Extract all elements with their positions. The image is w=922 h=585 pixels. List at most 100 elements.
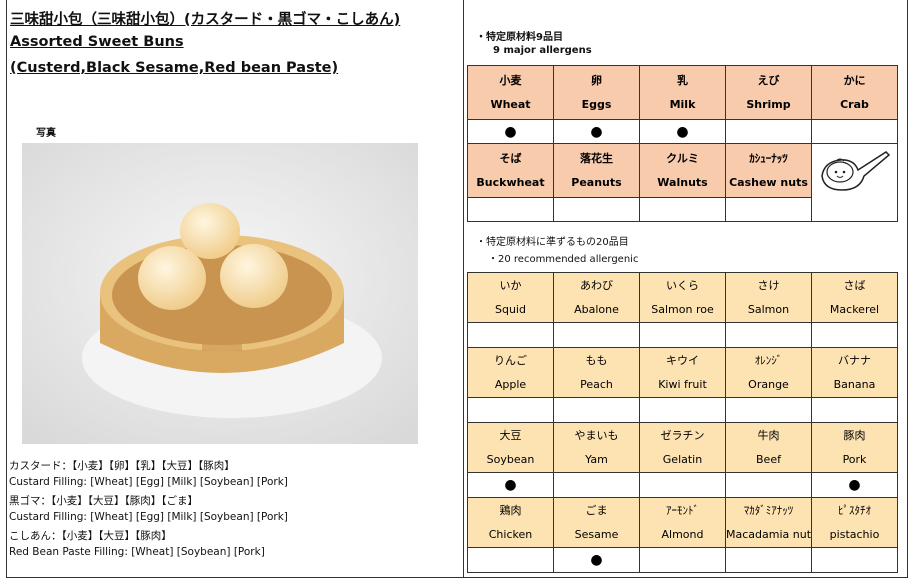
- allergen-cell: いか Squid: [467, 272, 554, 323]
- mark-cell: ●: [639, 119, 726, 144]
- ingredient-line: Custard Filling: [Wheat] [Egg] [Milk] [S…: [9, 475, 288, 488]
- mark-cell: [467, 397, 554, 423]
- mark-cell: [725, 322, 812, 348]
- allergen-cell: そば Buckwheat: [467, 143, 554, 198]
- ingredient-line: Custard Filling: [Wheat] [Egg] [Milk] [S…: [9, 510, 288, 523]
- allergen-cell: 大豆 Soybean: [467, 422, 554, 473]
- allergen-jp: 落花生: [580, 151, 613, 165]
- allergen-cell: バナナ Banana: [811, 347, 898, 398]
- allergen-jp: やまいも: [574, 428, 619, 442]
- allergen-jp: 乳: [677, 73, 688, 87]
- allergen-cell: 鶏肉 Chicken: [467, 497, 554, 548]
- allergen-jp: りんご: [494, 353, 527, 367]
- allergen-cell: ｶｼｭｰﾅｯﾂ Cashew nuts: [725, 143, 812, 198]
- allergen-en: Almond: [661, 527, 704, 541]
- mark-row: ●: [467, 547, 898, 573]
- ingredient-line: Red Bean Paste Filling: [Wheat] [Soybean…: [9, 545, 265, 558]
- allergen-cell: ゼラチン Gelatin: [639, 422, 726, 473]
- mark-row: [467, 322, 898, 348]
- mark-cell: [639, 397, 726, 423]
- allergen-jp: ゼラチン: [660, 428, 705, 442]
- mark-cell: [553, 197, 640, 222]
- allergen-cell: キウイ Kiwi fruit: [639, 347, 726, 398]
- header-row: そば Buckwheat 落花生 Peanuts クルミ Walnuts ｶｼｭｰﾅｯﾂ Ca…: [467, 143, 898, 222]
- allergen-en: Apple: [494, 377, 527, 391]
- allergen-cell: もも Peach: [553, 347, 640, 398]
- allergen-cell: 牛肉 Beef: [725, 422, 812, 473]
- allergen-jp: ﾋﾟｽﾀﾁｵ: [838, 503, 871, 517]
- allergen-en: Salmon: [747, 302, 790, 316]
- divider: [463, 0, 464, 578]
- allergen-cell: やまいも Yam: [553, 422, 640, 473]
- photo: [22, 143, 418, 444]
- allergen-en: Gelatin: [662, 452, 703, 466]
- mark-cell: [811, 119, 898, 144]
- mark-row: ● ●: [467, 472, 898, 498]
- mark-cell: [725, 119, 812, 144]
- ingredient-line: カスタード：【小麦】【卵】【乳】【大豆】【豚肉】: [9, 460, 235, 472]
- mark-cell: [467, 197, 554, 222]
- ingredient-line: 黒ゴマ：【小麦】【大豆】【豚肉】【ごま】: [9, 495, 198, 507]
- mark-row: [467, 397, 898, 423]
- allergen-cell: 乳 Milk: [639, 65, 726, 120]
- major-heading: 9 major allergens: [493, 45, 592, 56]
- header-row: 小麦 Wheat 卵 Eggs 乳 Milk えび Shrimp かに Crab: [467, 65, 898, 120]
- allergen-en: Soybean: [486, 452, 535, 466]
- allergen-cell: 落花生 Peanuts: [553, 143, 640, 198]
- header-row: 大豆 Soybean やまいも Yam ゼラチン Gelatin 牛肉 Beef 豚肉 Pork: [467, 422, 898, 473]
- allergen-jp: 鶏肉: [499, 503, 522, 517]
- allergen-en: Kiwi fruit: [658, 377, 707, 391]
- allergen-jp: クルミ: [666, 151, 699, 165]
- allergen-en: Yam: [585, 452, 608, 466]
- allergen-jp: ｱｰﾓﾝﾄﾞ: [666, 503, 699, 517]
- allergen-jp: いか: [499, 278, 522, 292]
- title-en: (Custerd,Black Sesame,Red bean Paste): [10, 60, 339, 76]
- ingredient-line: こしあん：【小麦】【大豆】【豚肉】: [9, 530, 172, 542]
- allergen-en: Cashew nuts: [729, 175, 808, 189]
- mark-cell: [639, 322, 726, 348]
- mark-cell: [725, 547, 812, 573]
- mark: ●: [504, 477, 517, 493]
- allergen-en: Mackerel: [829, 302, 880, 316]
- allergen-jp: そば: [499, 151, 522, 165]
- allergen-en: Buckwheat: [476, 175, 545, 189]
- title-en: Assorted Sweet Buns: [10, 34, 184, 50]
- header-row: いか Squid あわび Abalone いくら Salmon roe さけ Salmon さば…: [467, 272, 898, 323]
- mark-cell: [553, 322, 640, 348]
- allergen-jp: 豚肉: [843, 428, 866, 442]
- frame: [6, 0, 908, 578]
- allergen-en: Banana: [833, 377, 876, 391]
- allergen-cell: 豚肉 Pork: [811, 422, 898, 473]
- allergen-en: Crab: [840, 97, 869, 111]
- allergen-jp: さけ: [757, 278, 780, 292]
- mark-cell: [553, 472, 640, 498]
- header-row: りんご Apple もも Peach キウイ Kiwi fruit ｵﾚﾝｼﾞ Orange バ…: [467, 347, 898, 398]
- allergen-cell: かに Crab: [811, 65, 898, 120]
- allergen-jp: 大豆: [499, 428, 522, 442]
- mark-cell: [639, 472, 726, 498]
- rec-heading: ・20 recommended allergenic: [488, 254, 639, 265]
- mark-cell: [811, 547, 898, 573]
- allergen-cell: ｵﾚﾝｼﾞ Orange: [725, 347, 812, 398]
- allergen-jp: キウイ: [666, 353, 699, 367]
- mark-cell: ●: [553, 119, 640, 144]
- allergen-jp: 牛肉: [757, 428, 780, 442]
- mark: ●: [848, 477, 861, 493]
- allergen-en: Milk: [669, 97, 696, 111]
- major-heading: ・特定原材料9品目: [476, 32, 563, 43]
- allergen-jp: あわび: [580, 278, 613, 292]
- mark-cell: [467, 322, 554, 348]
- allergen-jp: さば: [843, 278, 866, 292]
- allergen-jp: かに: [843, 73, 866, 87]
- mark-cell: [725, 397, 812, 423]
- header-row: 鶏肉 Chicken ごま Sesame ｱｰﾓﾝﾄﾞ Almond ﾏｶﾀﾞﾐｱﾅｯﾂ Ma…: [467, 497, 898, 548]
- major-table: 小麦 Wheat 卵 Eggs 乳 Milk えび Shrimp かに Crab ● ● ● そば Buck…: [467, 65, 898, 222]
- mark-cell: [553, 397, 640, 423]
- mark: ●: [676, 123, 689, 140]
- allergen-en: Orange: [748, 377, 789, 391]
- allergen-jp: えび: [757, 73, 780, 87]
- allergen-en: Salmon roe: [651, 302, 714, 316]
- mark-row: ● ● ●: [467, 119, 898, 144]
- allergen-cell: あわび Abalone: [553, 272, 640, 323]
- allergen-cell: りんご Apple: [467, 347, 554, 398]
